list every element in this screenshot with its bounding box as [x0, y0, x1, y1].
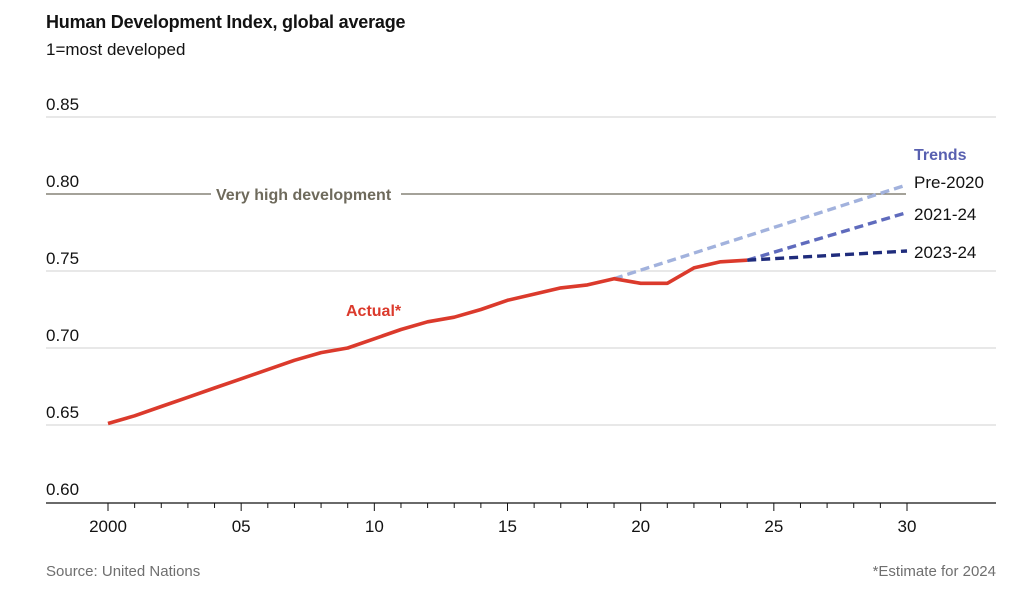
y-tick-label-0.85: 0.85 — [46, 95, 79, 114]
series-line-2021-24 — [746, 210, 908, 262]
source-note: Source: United Nations — [46, 563, 201, 580]
x-tick-label-25: 25 — [764, 517, 783, 536]
x-tick-label-2000: 2000 — [89, 517, 127, 536]
series-line-actual — [107, 258, 748, 426]
legend-entry-2021-24: 2021-24 — [914, 205, 976, 224]
legend-title: Trends — [914, 147, 967, 164]
gridlines — [46, 116, 996, 426]
reference-line-group: Very high development — [46, 187, 906, 204]
y-tick-label-0.65: 0.65 — [46, 403, 79, 422]
y-tick-label-0.60: 0.60 — [46, 480, 79, 499]
y-tick-label-0.70: 0.70 — [46, 326, 79, 345]
y-axis-tick-labels: 0.60 0.65 0.70 0.75 0.80 0.85 — [46, 95, 79, 499]
chart-subtitle: 1=most developed — [46, 40, 186, 59]
actual-series-label: Actual* — [346, 303, 402, 320]
series-lines — [107, 183, 908, 426]
x-tick-label-10: 10 — [365, 517, 384, 536]
reference-line-label: Very high development — [216, 187, 392, 204]
y-tick-label-0.80: 0.80 — [46, 172, 79, 191]
legend-entry-pre-2020: Pre-2020 — [914, 173, 984, 192]
trends-legend: Trends Pre-2020 2021-24 2023-24 — [914, 147, 984, 262]
x-tick-label-20: 20 — [631, 517, 650, 536]
x-tick-label-05: 05 — [232, 517, 251, 536]
x-tick-label-30: 30 — [898, 517, 917, 536]
series-line-pre-2020 — [613, 183, 908, 281]
series-line-2023-24 — [747, 249, 908, 262]
estimate-footnote: *Estimate for 2024 — [872, 563, 996, 580]
legend-entry-2023-24: 2023-24 — [914, 243, 976, 262]
x-axis: 2000 05 10 15 20 25 30 — [46, 502, 996, 536]
y-tick-label-0.75: 0.75 — [46, 249, 79, 268]
x-tick-label-15: 15 — [498, 517, 517, 536]
chart-title: Human Development Index, global average — [46, 12, 406, 32]
